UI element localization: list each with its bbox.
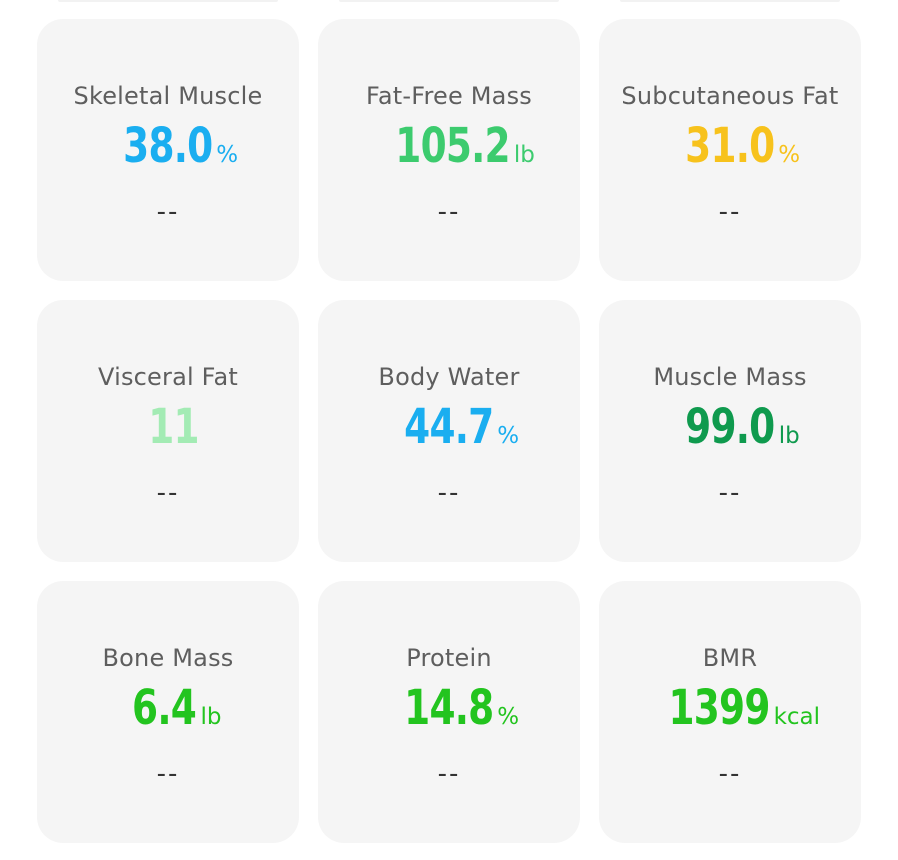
metric-card-visceral-fat[interactable]: Visceral Fat 11 -- [37, 300, 299, 562]
metric-card-muscle-mass[interactable]: Muscle Mass 99.0 lb -- [599, 300, 861, 562]
metric-value: 31.0 [685, 118, 775, 174]
metric-value: 99.0 [685, 399, 775, 455]
metric-label: Subcutaneous Fat [621, 82, 839, 110]
metric-value: 14.8 [404, 680, 494, 736]
metric-unit: lb [513, 142, 535, 168]
metric-value-row: 44.7 % [379, 398, 519, 456]
metric-value: 6.4 [132, 680, 198, 736]
metric-card-subcutaneous-fat[interactable]: Subcutaneous Fat 31.0 % -- [599, 19, 861, 281]
metric-status: -- [437, 478, 461, 508]
top-edge [0, 0, 898, 8]
metric-unit: % [497, 704, 520, 730]
metric-label: Skeletal Muscle [73, 82, 263, 110]
metric-value: 38.0 [123, 118, 213, 174]
metric-label: BMR [702, 644, 758, 672]
metric-label: Muscle Mass [653, 363, 807, 391]
metric-value: 44.7 [404, 399, 494, 455]
metric-status: -- [718, 478, 742, 508]
metric-value: 11 [147, 399, 199, 455]
metric-value: 105.2 [395, 118, 510, 174]
metric-value-row: 1399 kcal [640, 679, 820, 737]
metric-status: -- [437, 197, 461, 227]
metric-label: Visceral Fat [97, 363, 238, 391]
metric-status: -- [156, 197, 180, 227]
metric-unit: lb [778, 423, 800, 449]
metric-value-row: 105.2 lb [363, 117, 535, 175]
metric-value-row: 6.4 lb [114, 679, 222, 737]
metrics-grid: Skeletal Muscle 38.0 % -- Fat-Free Mass … [37, 19, 861, 843]
metric-label: Fat-Free Mass [366, 82, 532, 110]
prev-card-edge [58, 0, 278, 2]
metric-card-bmr[interactable]: BMR 1399 kcal -- [599, 581, 861, 843]
metric-label: Body Water [378, 363, 520, 391]
metric-value-row: 11 [134, 398, 203, 456]
metric-value-row: 14.8 % [379, 679, 519, 737]
metric-status: -- [437, 759, 461, 789]
metric-status: -- [718, 197, 742, 227]
metric-value-row: 99.0 lb [660, 398, 799, 456]
metric-unit: % [216, 142, 239, 168]
metric-value-row: 38.0 % [98, 117, 238, 175]
metric-value: 1399 [668, 680, 770, 736]
metric-card-bone-mass[interactable]: Bone Mass 6.4 lb -- [37, 581, 299, 843]
metric-unit: % [497, 423, 520, 449]
metric-unit: kcal [773, 704, 821, 730]
metric-value-row: 31.0 % [660, 117, 800, 175]
metric-card-skeletal-muscle[interactable]: Skeletal Muscle 38.0 % -- [37, 19, 299, 281]
metric-status: -- [156, 759, 180, 789]
prev-card-edge [620, 0, 840, 2]
metric-status: -- [156, 478, 180, 508]
prev-card-edge [339, 0, 559, 2]
metric-status: -- [718, 759, 742, 789]
metric-label: Protein [406, 644, 492, 672]
metric-card-protein[interactable]: Protein 14.8 % -- [318, 581, 580, 843]
metric-card-fat-free-mass[interactable]: Fat-Free Mass 105.2 lb -- [318, 19, 580, 281]
metric-unit: lb [200, 704, 222, 730]
metric-label: Bone Mass [102, 644, 234, 672]
metric-unit: % [778, 142, 801, 168]
metric-card-body-water[interactable]: Body Water 44.7 % -- [318, 300, 580, 562]
